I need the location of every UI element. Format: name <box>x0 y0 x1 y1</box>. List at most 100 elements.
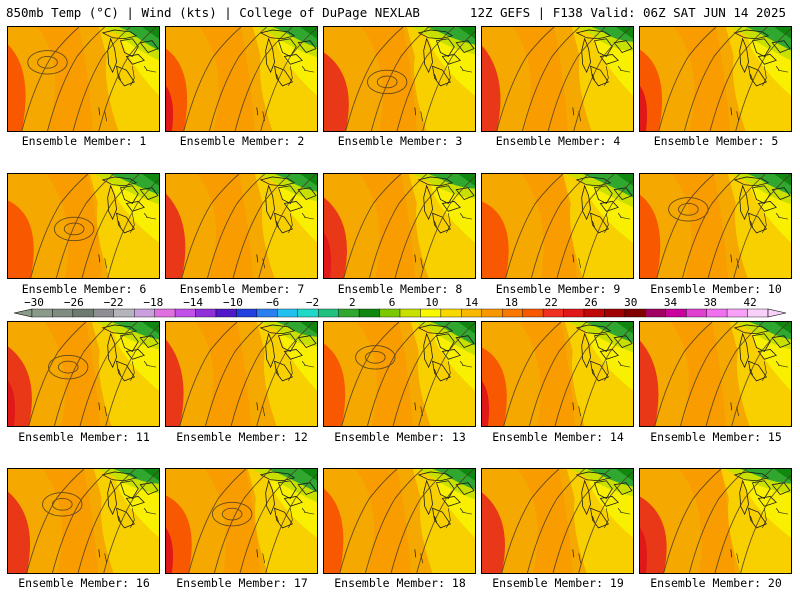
ensemble-map-panel <box>639 173 792 279</box>
wind-barbs <box>256 66 306 116</box>
colorbar-tick-label: 2 <box>349 296 356 309</box>
ensemble-member-label: Ensemble Member: 15 <box>650 430 782 444</box>
ensemble-map-panel <box>7 321 160 427</box>
colorbar-segment <box>542 308 564 318</box>
ensemble-member-label: Ensemble Member: 16 <box>18 576 150 590</box>
great-lakes-outline <box>733 324 791 382</box>
temperature-map <box>8 174 159 278</box>
ensemble-member-label: Ensemble Member: 13 <box>334 430 466 444</box>
ensemble-map-panel <box>639 26 792 132</box>
colorbar-tick-label: −18 <box>143 296 163 309</box>
temperature-contours <box>341 322 475 426</box>
temperature-contours <box>181 174 317 278</box>
colorbar-segment <box>52 308 74 318</box>
hot-region <box>482 492 505 573</box>
ensemble-member-label: Ensemble Member: 10 <box>650 282 782 296</box>
wind-barbs <box>98 213 148 263</box>
ensemble-member-label: Ensemble Member: 9 <box>495 282 621 296</box>
wind-barbs <box>572 213 622 263</box>
wind-barbs <box>572 66 622 116</box>
temperature-map <box>482 174 633 278</box>
colorbar-tick-label: 10 <box>425 296 438 309</box>
ensemble-map-panel <box>481 26 634 132</box>
colorbar-segment <box>379 308 401 318</box>
wind-barbs <box>256 361 306 411</box>
colorbar-segment <box>604 308 626 318</box>
temperature-colorbar: −30 −26 −22 −18 −14 −10 −6 −2 2 6 10 14 18 22 26 30 34 38… <box>13 296 787 318</box>
hot-region <box>482 201 509 278</box>
ensemble-map-panel <box>7 468 160 574</box>
hot-region <box>8 44 26 131</box>
ensemble-member-label: Ensemble Member: 11 <box>18 430 150 444</box>
wind-barbs <box>414 213 464 263</box>
colorbar-segment <box>195 308 217 318</box>
colorbar-segment <box>686 308 707 318</box>
colorbar-segment <box>174 308 196 318</box>
ensemble-map-panel <box>639 468 792 574</box>
hot-region <box>166 193 186 278</box>
temperature-contours <box>656 174 791 278</box>
temperature-contours <box>183 27 317 131</box>
ensemble-member-label: Ensemble Member: 19 <box>492 576 624 590</box>
ensemble-map-panel <box>323 321 476 427</box>
colorbar-segment <box>215 308 237 318</box>
great-lakes-outline <box>575 29 633 87</box>
temperature-contours <box>501 469 633 573</box>
temperature-map <box>482 27 633 131</box>
colorbar-segment <box>502 308 523 318</box>
colorbar-segment <box>93 308 114 318</box>
hot-region <box>8 491 31 573</box>
colorbar-arrow-right <box>767 308 787 318</box>
ensemble-member-label: Ensemble Member: 14 <box>492 430 624 444</box>
wind-barbs <box>730 361 780 411</box>
colorbar-segment <box>358 308 380 318</box>
state-borders <box>262 213 315 269</box>
colorbar-segment <box>440 308 462 318</box>
ensemble-map-panel <box>165 26 318 132</box>
colorbar-segment <box>338 308 360 318</box>
temperature-contours <box>188 469 317 573</box>
temperature-map <box>482 469 633 573</box>
ensemble-member-label: Ensemble Member: 20 <box>650 576 782 590</box>
temperature-contours <box>26 469 159 573</box>
ensemble-member-label: Ensemble Member: 3 <box>337 134 463 148</box>
ensemble-map-panel <box>323 468 476 574</box>
great-lakes-outline <box>101 324 159 382</box>
wind-barbs <box>98 361 148 411</box>
colorbar-segment <box>297 308 319 318</box>
ensemble-map-panel <box>481 321 634 427</box>
hot-region <box>640 194 661 278</box>
colorbar-tick-label: −2 <box>306 296 319 309</box>
hot-region <box>324 488 344 573</box>
great-lakes-outline <box>259 471 317 529</box>
colorbar-segment <box>726 308 748 318</box>
colorbar-segment <box>31 308 53 318</box>
colorbar-segment <box>624 308 646 318</box>
state-borders <box>578 508 631 564</box>
great-lakes-outline <box>575 324 633 382</box>
colorbar-arrow-left <box>13 308 33 318</box>
temperature-contours <box>28 322 159 426</box>
temperature-map <box>324 174 475 278</box>
temperature-contours <box>654 322 790 426</box>
wind-barbs <box>572 361 622 411</box>
colorbar-segment <box>72 308 94 318</box>
great-lakes-outline <box>417 471 475 529</box>
colorbar-segment <box>154 308 176 318</box>
temperature-contours <box>345 27 475 131</box>
temperature-map <box>482 322 633 426</box>
state-borders <box>578 361 631 417</box>
temperature-contours <box>339 469 475 573</box>
temperature-map <box>166 27 317 131</box>
ensemble-map-panel <box>7 26 160 132</box>
wind-barbs <box>572 508 622 558</box>
ensemble-member-label: Ensemble Member: 7 <box>179 282 305 296</box>
colorbar-segment <box>665 308 687 318</box>
ensemble-member-label: Ensemble Member: 12 <box>176 430 308 444</box>
colorbar-tick-label: −26 <box>64 296 84 309</box>
great-lakes-outline <box>733 471 791 529</box>
wind-barbs <box>98 66 148 116</box>
colorbar-tick-label: 42 <box>743 296 756 309</box>
colorbar-segment <box>277 308 298 318</box>
ensemble-member-label: Ensemble Member: 5 <box>653 134 779 148</box>
